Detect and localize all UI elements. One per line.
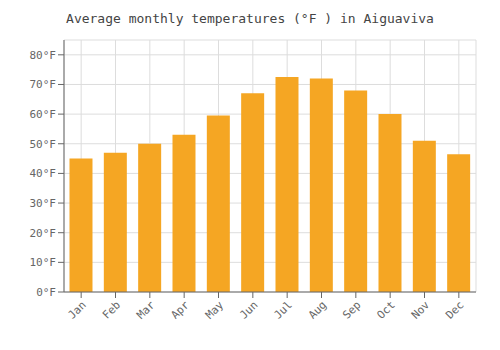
svg-text:0°F: 0°F: [36, 286, 56, 299]
svg-text:Feb: Feb: [100, 298, 123, 321]
svg-text:Jul: Jul: [272, 298, 295, 321]
svg-text:30°F: 30°F: [30, 197, 57, 210]
svg-text:Sep: Sep: [340, 298, 363, 321]
svg-text:Jan: Jan: [66, 298, 89, 321]
svg-text:Dec: Dec: [443, 298, 466, 321]
svg-text:Jun: Jun: [237, 298, 260, 321]
svg-text:Mar: Mar: [134, 298, 158, 322]
svg-text:40°F: 40°F: [30, 167, 57, 180]
svg-text:20°F: 20°F: [30, 227, 57, 240]
svg-text:60°F: 60°F: [30, 108, 57, 121]
svg-text:10°F: 10°F: [30, 256, 57, 269]
svg-text:70°F: 70°F: [30, 78, 57, 91]
svg-text:Nov: Nov: [409, 298, 433, 322]
svg-text:Apr: Apr: [169, 298, 193, 322]
svg-text:Aug: Aug: [306, 298, 329, 321]
svg-text:Oct: Oct: [375, 298, 398, 321]
svg-text:50°F: 50°F: [30, 138, 57, 151]
svg-text:May: May: [203, 298, 227, 322]
html-text:Average monthly temperatures (: Average monthly temperatures (°F ) in Ai…: [66, 11, 434, 26]
svg-text:80°F: 80°F: [30, 49, 57, 62]
